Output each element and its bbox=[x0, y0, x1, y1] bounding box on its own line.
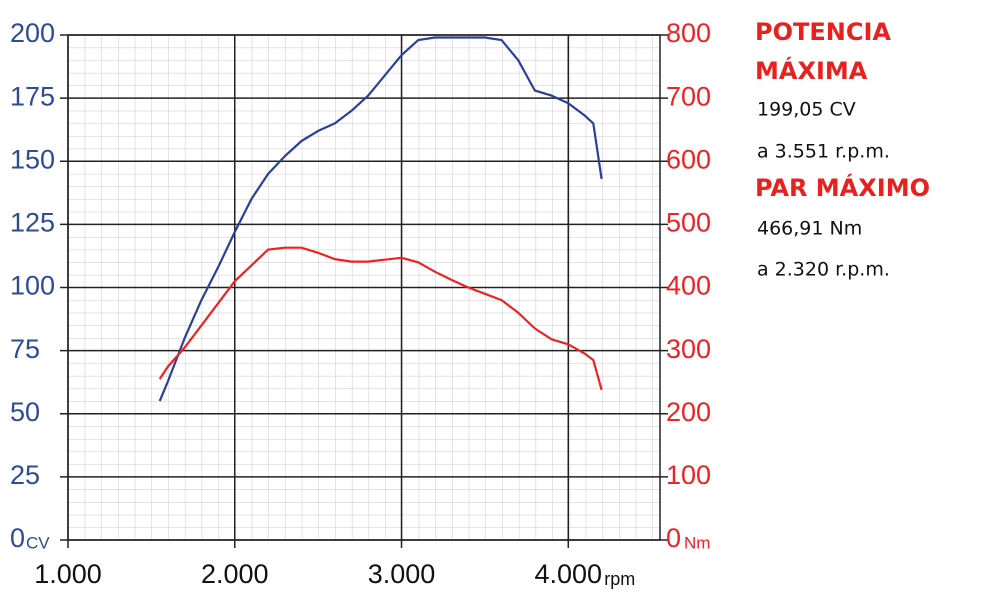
annotations: POTENCIA MÁXIMA 199,05 CV a 3.551 r.p.m.… bbox=[755, 18, 930, 281]
y-tick-label: 0 bbox=[10, 523, 25, 553]
annotation: MÁXIMA bbox=[755, 56, 868, 85]
y-unit: CV bbox=[26, 533, 50, 552]
annotation: PAR MÁXIMO bbox=[755, 173, 930, 202]
data-line bbox=[158, 36, 603, 402]
y2-tick-label: 400 bbox=[666, 271, 711, 301]
y-tick-label: 125 bbox=[10, 208, 55, 238]
x-tick-label: 4.000 bbox=[534, 559, 602, 589]
y2-tick-label: 0 bbox=[666, 523, 681, 553]
x-tick-label: 1.000 bbox=[34, 559, 102, 589]
y-tick-label: 50 bbox=[10, 397, 40, 427]
annotation: POTENCIA bbox=[755, 18, 891, 46]
x-tick-label: 2.000 bbox=[201, 559, 269, 589]
y-tick-label: 150 bbox=[10, 144, 55, 174]
y2-unit: Nm bbox=[684, 533, 710, 552]
annotation: 466,91 Nm bbox=[757, 218, 862, 240]
y2-tick-label: 700 bbox=[666, 81, 711, 111]
y2-tick-label: 500 bbox=[666, 208, 711, 238]
annotation: a 3.551 r.p.m. bbox=[757, 141, 890, 163]
y2-tick-label: 600 bbox=[666, 144, 711, 174]
y-tick-label: 100 bbox=[10, 271, 55, 301]
annotation: 199,05 CV bbox=[757, 99, 856, 121]
y2-tick-label: 100 bbox=[666, 460, 711, 490]
x-tick-label: 3.000 bbox=[368, 559, 436, 589]
y2-tick-label: 200 bbox=[666, 397, 711, 427]
y-tick-label: 175 bbox=[10, 81, 55, 111]
y2-tick-label: 300 bbox=[666, 334, 711, 364]
y-tick-label: 200 bbox=[10, 18, 55, 48]
y-tick-label: 25 bbox=[10, 460, 40, 490]
data-line bbox=[158, 246, 603, 391]
x-unit: rpm bbox=[604, 569, 635, 589]
annotation: a 2.320 r.p.m. bbox=[757, 259, 890, 281]
y-tick-label: 75 bbox=[10, 334, 40, 364]
y2-tick-label: 800 bbox=[666, 18, 711, 48]
plot-frame bbox=[67, 34, 661, 541]
